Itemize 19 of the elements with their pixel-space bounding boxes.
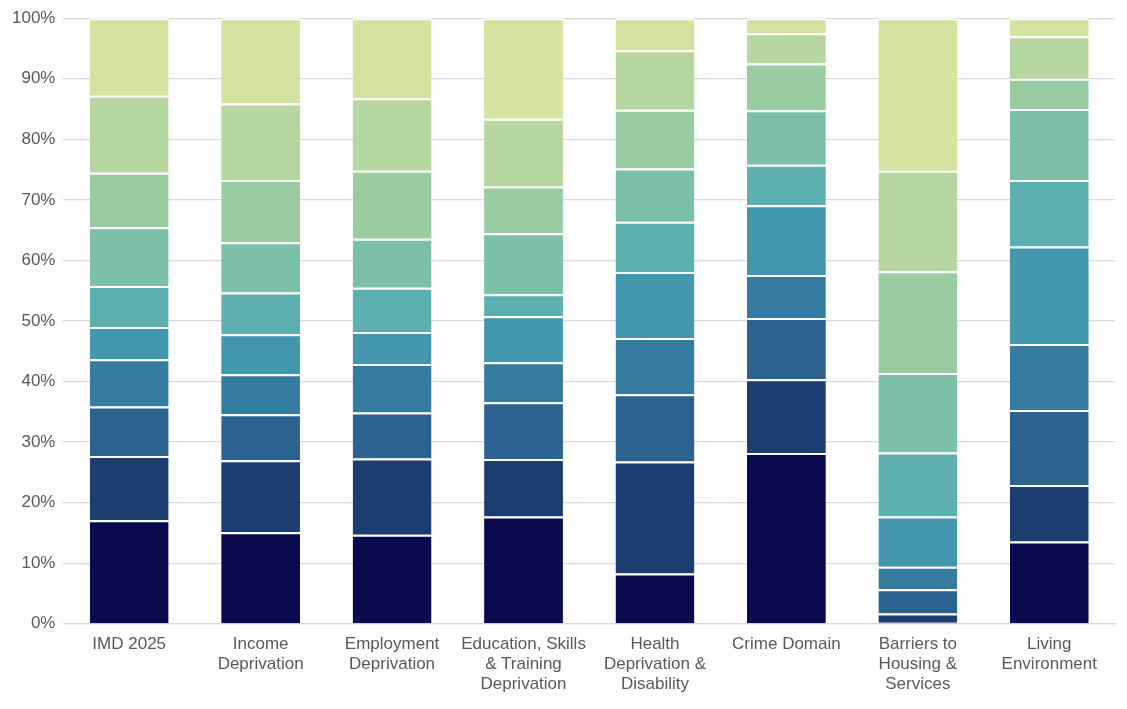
x-tick-label: Income Deprivation <box>217 633 304 674</box>
x-tick-label: Barriers to Housing & Services <box>878 633 958 694</box>
y-tick-label: 40% <box>21 371 56 391</box>
y-tick-label: 100% <box>12 7 56 27</box>
y-tick-label: 20% <box>21 492 56 512</box>
y-tick-label: 0% <box>30 613 56 633</box>
x-tick-label: IMD 2025 <box>92 633 167 653</box>
y-tick-label: 70% <box>21 189 56 209</box>
y-tick-label: 50% <box>21 310 56 330</box>
y-tick-label: 10% <box>21 552 56 572</box>
x-tick-label: Education, Skills & Training Deprivation <box>461 633 586 694</box>
y-tick-label: 30% <box>21 431 56 451</box>
x-tick-label: Employment Deprivation <box>344 633 440 674</box>
y-tick-label: 60% <box>21 250 56 270</box>
y-tick-label: 80% <box>21 129 56 149</box>
y-tick-label: 90% <box>21 68 56 88</box>
x-tick-label: Living Environment <box>1001 633 1098 674</box>
x-tick-label: Crime Domain <box>732 633 841 653</box>
x-tick-label: Health Deprivation & Disability <box>603 633 707 694</box>
